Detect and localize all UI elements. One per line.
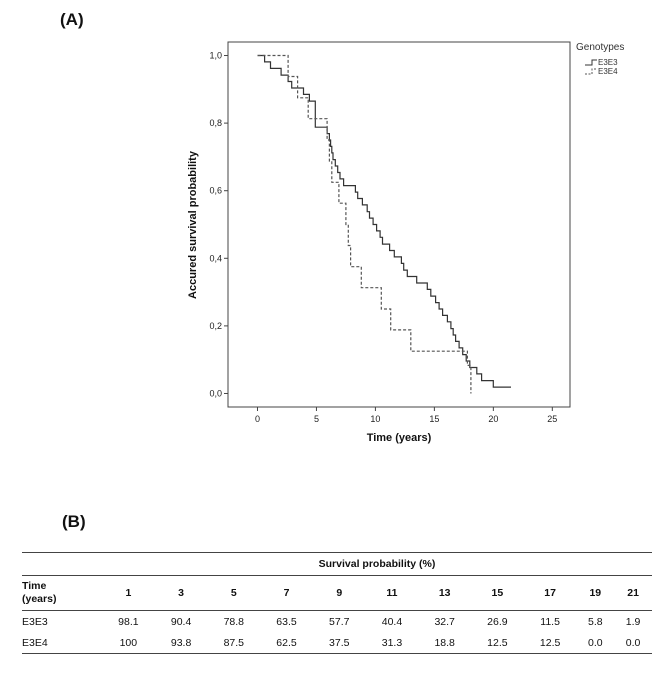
col-header: 11 [365, 575, 419, 611]
table-cell: 31.3 [365, 632, 419, 654]
table-row: E3E3 98.1 90.4 78.8 63.5 57.7 40.4 32.7 … [22, 611, 652, 633]
x-tick-label: 5 [314, 414, 319, 424]
table-cell: 11.5 [540, 615, 560, 628]
table-cell: 18.8 [418, 632, 472, 654]
panel-b-label: (B) [62, 512, 86, 531]
x-tick-label: 15 [429, 414, 439, 424]
y-tick-label: 0,0 [209, 388, 222, 398]
x-tick-label: 10 [370, 414, 380, 424]
table-cell: 100 [102, 632, 155, 654]
col-header: 21 [614, 575, 652, 611]
survival-probability-table: Survival probability (%) Time (years) 1 … [22, 552, 652, 654]
col-header: 7 [260, 575, 313, 611]
y-tick-label: 1,0 [209, 51, 222, 61]
plot-frame [227, 41, 571, 408]
x-tick-label: 0 [255, 414, 260, 424]
legend-swatch [585, 68, 597, 75]
col-header: 5 [207, 575, 261, 611]
col-header: 9 [312, 575, 366, 611]
table-cell: 26.9 [487, 615, 508, 628]
x-tick-label: 25 [547, 414, 557, 424]
table-cell: 78.8 [223, 615, 245, 628]
row-header-line-2: (years) [22, 593, 57, 605]
legend-label: E3E4 [598, 67, 618, 76]
row-header-label: Time (years) [22, 575, 102, 611]
legend-title: Genotypes [576, 42, 624, 53]
col-header: 13 [418, 575, 472, 611]
table-cell: 32.7 [434, 615, 455, 628]
table-cell: 0.0 [614, 632, 652, 654]
table-cell: 5.8 [588, 615, 603, 628]
table-cell: 90.4 [170, 615, 192, 628]
survival-curves [257, 54, 511, 394]
table-cell: 63.5 [276, 615, 297, 628]
table-cell: 12.5 [471, 632, 524, 654]
x-axis-title: Time (years) [367, 432, 432, 444]
axis-ticks: 0 5 10 15 20 25 0,0 0,2 0,4 0,6 0,8 1,0 [209, 51, 557, 424]
table-top-rule [22, 552, 652, 553]
y-axis-title: Accured survival probability [187, 150, 199, 299]
panel-a-label: (A) [60, 10, 84, 29]
x-tick-label: 20 [488, 414, 498, 424]
table-cell: 62.5 [260, 632, 313, 654]
km-survival-chart: 0 5 10 15 20 25 0,0 0,2 0,4 0,6 0,8 1,0 Accured sur… [187, 41, 624, 444]
table-row: E3E4 100 93.8 87.5 62.5 37.5 31.3 18.8 1… [22, 632, 652, 654]
table-column-header-row: Time (years) 1 3 5 7 9 11 13 15 17 19 21 [22, 575, 652, 611]
group-header: Survival probability (%) [102, 553, 652, 576]
table-cell: 37.5 [312, 632, 366, 654]
table-cell: 57.7 [329, 615, 350, 628]
series-line-e3e3 [257, 54, 511, 388]
series-line-e3e4 [257, 54, 472, 394]
y-tick-label: 0,8 [209, 118, 222, 128]
legend-swatch [585, 59, 597, 66]
col-header: 17 [523, 575, 577, 611]
col-header: 19 [576, 575, 615, 611]
table-cell: 0.0 [576, 632, 615, 654]
row-header-line-1: Time [22, 580, 47, 592]
table-cell: 98.1 [118, 615, 139, 628]
table-group-header-row: Survival probability (%) [22, 553, 652, 576]
col-header: 3 [154, 575, 208, 611]
legend-label: E3E3 [598, 58, 618, 67]
table-cell: 12.5 [523, 632, 577, 654]
table-cell: 40.4 [381, 615, 403, 628]
col-header: 15 [471, 575, 524, 611]
row-label: E3E3 [22, 615, 48, 628]
row-label: E3E4 [22, 632, 102, 654]
table-cell: 1.9 [625, 615, 641, 628]
y-tick-label: 0,4 [209, 253, 222, 263]
y-tick-label: 0,6 [209, 186, 222, 196]
table-cell: 93.8 [154, 632, 208, 654]
table-cell: 87.5 [207, 632, 261, 654]
y-tick-label: 0,2 [209, 321, 222, 331]
col-header: 1 [102, 575, 155, 611]
